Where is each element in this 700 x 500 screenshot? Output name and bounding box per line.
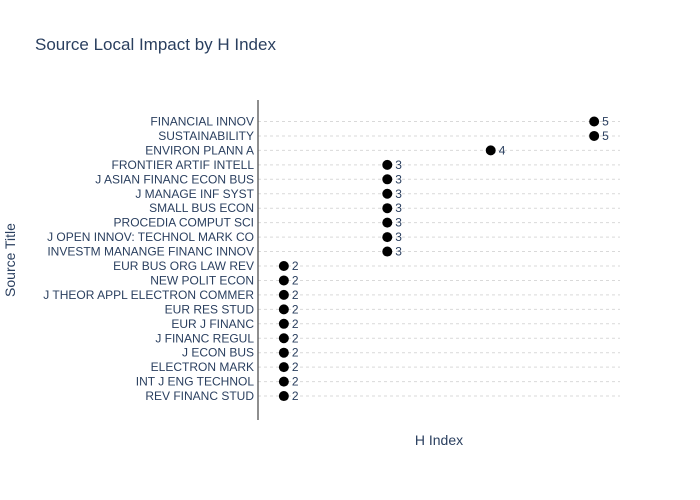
y-tick-label: REV FINANC STUD	[145, 389, 254, 403]
data-label: 2	[292, 273, 299, 287]
data-points	[278, 116, 600, 402]
data-label: 2	[292, 288, 299, 302]
data-label: 3	[395, 216, 402, 230]
data-label: 3	[395, 158, 402, 172]
y-tick-label: EUR RES STUD	[165, 302, 255, 316]
y-tick-label: J THEOR APPL ELECTRON COMMER	[43, 288, 254, 302]
data-point[interactable]	[485, 145, 496, 156]
data-label: 2	[292, 259, 299, 273]
data-label: 4	[499, 143, 506, 157]
data-label: 2	[292, 389, 299, 403]
y-tick-label: J FINANC REGUL	[155, 331, 254, 345]
data-point[interactable]	[278, 304, 289, 315]
data-point[interactable]	[382, 174, 393, 185]
y-tick-label: EUR J FINANC	[171, 317, 254, 331]
data-label: 2	[292, 375, 299, 389]
data-point[interactable]	[278, 333, 289, 344]
y-tick-label: J ECON BUS	[182, 346, 254, 360]
data-point[interactable]	[278, 261, 289, 271]
data-label: 2	[292, 331, 299, 345]
y-axis-title: Source Title	[2, 223, 18, 297]
data-label: 3	[395, 230, 402, 244]
data-point[interactable]	[278, 347, 289, 358]
data-label: 5	[602, 115, 609, 129]
data-label: 5	[602, 129, 609, 143]
data-label: 2	[292, 360, 299, 374]
data-label: 3	[395, 172, 402, 186]
gridlines	[258, 121, 620, 397]
y-tick-label: J ASIAN FINANC ECON BUS	[95, 172, 254, 186]
data-point[interactable]	[589, 130, 600, 141]
data-point[interactable]	[382, 203, 393, 214]
x-axis-title: H Index	[415, 432, 463, 448]
data-point[interactable]	[278, 289, 289, 300]
data-point[interactable]	[278, 376, 289, 387]
data-point[interactable]	[382, 159, 393, 170]
y-tick-label: J OPEN INNOV: TECHNOL MARK CO	[47, 230, 254, 244]
data-label: 2	[292, 317, 299, 331]
y-tick-label: PROCEDIA COMPUT SCI	[114, 216, 254, 230]
y-tick-label: SUSTAINABILITY	[158, 129, 254, 143]
y-tick-label: EUR BUS ORG LAW REV	[113, 259, 254, 273]
y-tick-label: ELECTRON MARK	[151, 360, 254, 374]
data-point[interactable]	[589, 116, 600, 127]
data-label: 3	[395, 201, 402, 215]
chart-title: Source Local Impact by H Index	[35, 35, 276, 54]
data-point[interactable]	[382, 217, 393, 228]
y-tick-label: ENVIRON PLANN A	[145, 143, 254, 157]
y-tick-label: INT J ENG TECHNOL	[136, 375, 255, 389]
y-tick-label: SMALL BUS ECON	[149, 201, 254, 215]
data-point[interactable]	[278, 362, 289, 373]
data-point[interactable]	[278, 275, 289, 286]
data-point[interactable]	[278, 318, 289, 329]
y-tick-label: J MANAGE INF SYST	[135, 187, 254, 201]
data-point[interactable]	[278, 391, 289, 402]
y-tick-label: FRONTIER ARTIF INTELL	[112, 158, 255, 172]
data-label: 3	[395, 187, 402, 201]
data-point[interactable]	[382, 232, 393, 243]
data-point[interactable]	[382, 246, 393, 257]
y-tick-label: INVESTM MANANGE FINANC INNOV	[47, 245, 254, 259]
y-tick-label: NEW POLIT ECON	[150, 273, 254, 287]
y-tick-label: FINANCIAL INNOV	[150, 115, 254, 129]
data-label: 2	[292, 302, 299, 316]
data-label: 2	[292, 346, 299, 360]
data-label: 3	[395, 245, 402, 259]
data-point[interactable]	[382, 188, 393, 199]
